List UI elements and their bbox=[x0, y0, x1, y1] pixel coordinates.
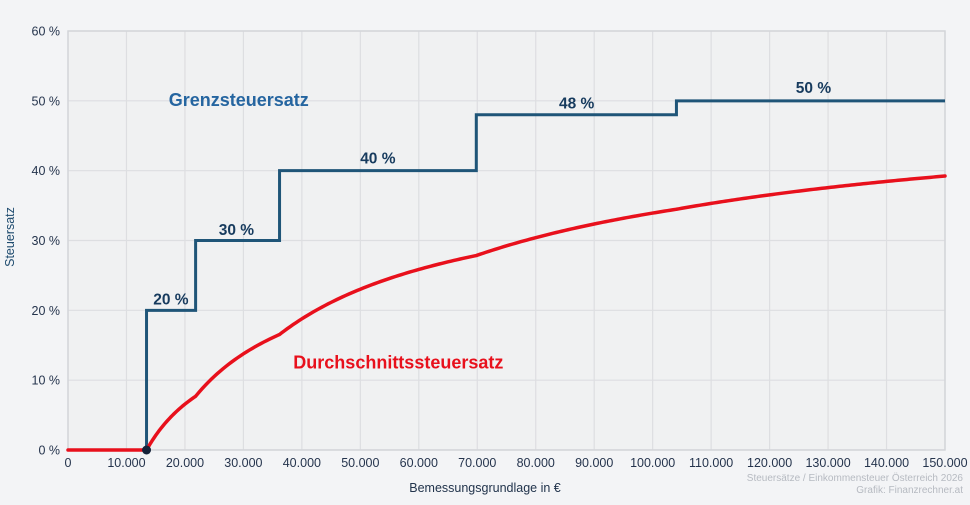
annotation-label-50: 50 % bbox=[796, 80, 832, 97]
y-tick-label: 20 % bbox=[32, 304, 61, 318]
x-tick-label: 70.000 bbox=[458, 456, 496, 470]
annotation-label-40: 40 % bbox=[360, 151, 396, 168]
annotation-label-20: 20 % bbox=[153, 292, 189, 309]
annotation-label-48: 48 % bbox=[559, 96, 595, 113]
attribution-credit: Grafik: Finanzrechner.at bbox=[856, 485, 963, 496]
attribution-source: Steuersätze / Einkommensteuer Österreich… bbox=[746, 473, 963, 484]
marginal-rate-line bbox=[145, 99, 945, 450]
annotation-series-label-marginal: Grenzsteuersatz bbox=[169, 90, 309, 110]
y-tick-label: 50 % bbox=[32, 94, 61, 108]
x-tick-label: 110.000 bbox=[689, 456, 733, 470]
average-rate-line bbox=[66, 174, 947, 452]
x-tick-label: 30.000 bbox=[224, 456, 262, 470]
x-tick-label: 120.000 bbox=[747, 456, 792, 470]
x-tick-label: 80.000 bbox=[517, 456, 555, 470]
plot-border bbox=[67, 30, 946, 451]
x-axis-title: Bemessungsgrundlage in € bbox=[409, 481, 561, 495]
attribution: Steuersätze / Einkommensteuer Österreich… bbox=[747, 473, 963, 497]
x-tick-label: 40.000 bbox=[283, 456, 321, 470]
y-tick-label: 40 % bbox=[32, 164, 61, 178]
y-tick-label: 30 % bbox=[32, 234, 61, 248]
x-tick-label: 130.000 bbox=[805, 456, 850, 470]
y-axis-title: Steuersatz bbox=[3, 207, 17, 267]
x-tick-label: 60.000 bbox=[400, 456, 438, 470]
x-tick-label: 10.000 bbox=[107, 456, 145, 470]
y-tick-label: 0 % bbox=[38, 444, 60, 458]
x-tick-label: 20.000 bbox=[166, 456, 204, 470]
x-tick-label: 100.000 bbox=[630, 456, 675, 470]
x-tick-label: 50.000 bbox=[341, 456, 379, 470]
x-tick-label: 140.000 bbox=[864, 456, 909, 470]
annotation-label-30: 30 % bbox=[219, 222, 255, 239]
x-tick-label: 0 bbox=[65, 456, 72, 470]
x-tick-label: 150.000 bbox=[922, 456, 967, 470]
annotation-series-label-average: Durchschnittssteuersatz bbox=[293, 352, 503, 372]
y-tick-label: 10 % bbox=[32, 374, 61, 388]
y-tick-label: 60 % bbox=[32, 25, 61, 39]
tax-free-threshold-dot bbox=[142, 445, 152, 455]
x-tick-label: 90.000 bbox=[575, 456, 613, 470]
